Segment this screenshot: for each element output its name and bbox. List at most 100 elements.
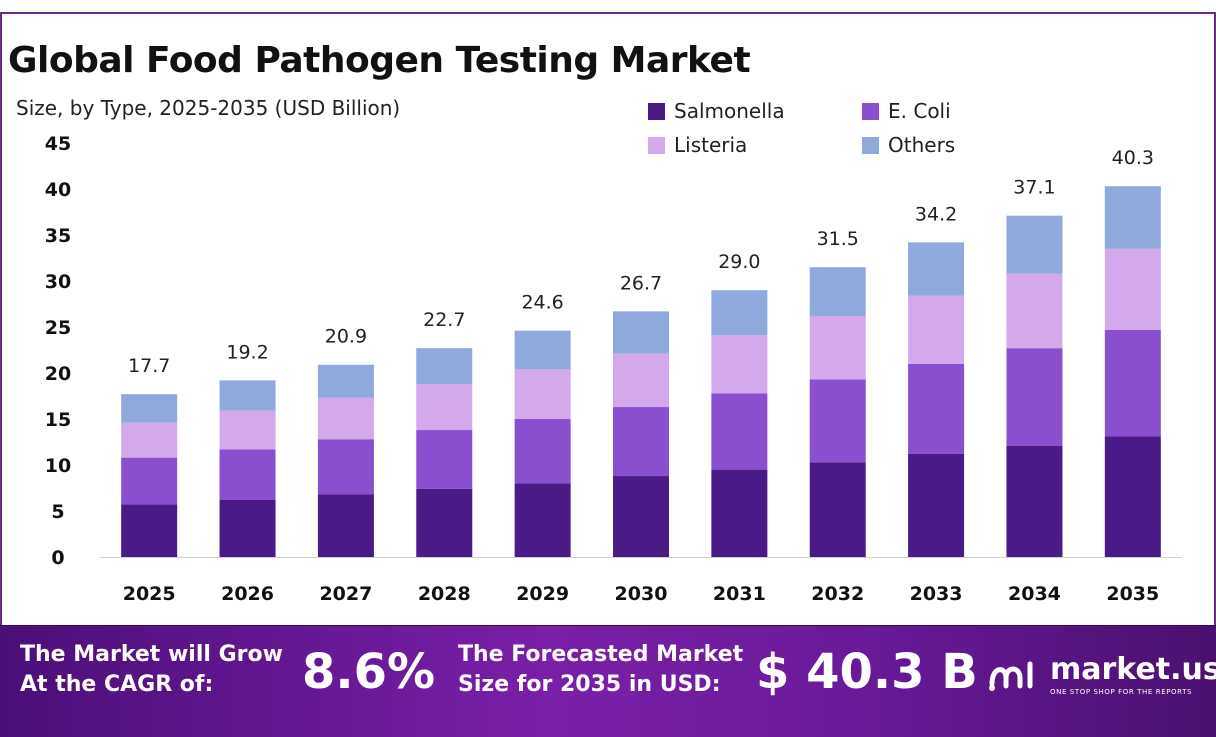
total-label-2035: 40.3 — [1112, 147, 1154, 169]
x-tick-label-2034: 2034 — [1008, 583, 1061, 605]
total-label-2034: 37.1 — [1013, 177, 1055, 199]
cagr-label-line1: The Market will Grow — [20, 642, 283, 667]
total-label-2027: 20.9 — [325, 326, 367, 348]
bar-segment-e-coli-2031 — [711, 393, 768, 470]
legend-label: E. Coli — [888, 99, 951, 123]
x-tick-label-2029: 2029 — [516, 583, 569, 605]
brand-tagline: ONE STOP SHOP FOR THE REPORTS — [1050, 688, 1193, 696]
x-tick-label-2030: 2030 — [615, 583, 668, 605]
legend-item-e-coli: E. Coli — [862, 98, 951, 124]
x-tick-label-2035: 2035 — [1106, 583, 1159, 605]
total-label-2030: 26.7 — [620, 272, 662, 294]
bar-segment-listeria-2028 — [416, 384, 473, 431]
cagr-value: 8.6% — [302, 644, 436, 700]
bar-segment-listeria-2025 — [121, 422, 178, 458]
legend-label: Listeria — [674, 133, 748, 157]
total-label-2025: 17.7 — [128, 355, 170, 377]
legend-swatch-e-coli — [862, 102, 879, 120]
y-tick-label: 5 — [51, 501, 64, 523]
y-tick-label: 0 — [51, 547, 64, 569]
legend-item-salmonella: Salmonella — [648, 98, 785, 124]
bar-segment-salmonella-2030 — [613, 476, 669, 557]
y-tick-label: 30 — [45, 271, 71, 293]
y-tick-label: 10 — [45, 455, 71, 477]
bar-segment-others-2032 — [809, 267, 866, 316]
bar-segment-others-2034 — [1006, 215, 1063, 274]
bar-segment-salmonella-2026 — [219, 499, 276, 557]
forecast-value: $ 40.3 B — [756, 644, 978, 700]
bar-segment-others-2025 — [121, 394, 178, 423]
bar-segment-e-coli-2035 — [1104, 329, 1161, 437]
bar-segment-others-2031 — [711, 290, 768, 336]
brand-logo: market.us ONE STOP SHOP FOR THE REPORTS — [988, 654, 1216, 696]
brand-name: market.us — [1050, 652, 1216, 687]
cagr-label: The Market will Grow At the CAGR of: — [20, 640, 283, 700]
total-label-2026: 19.2 — [226, 341, 268, 363]
bar-segment-salmonella-2033 — [908, 453, 965, 557]
bar-segment-listeria-2034 — [1006, 273, 1063, 349]
y-tick-label: 35 — [45, 225, 71, 247]
bar-segment-salmonella-2035 — [1104, 436, 1161, 557]
total-label-2033: 34.2 — [915, 203, 957, 225]
legend-swatch-others — [862, 136, 879, 154]
legend-label: Salmonella — [674, 99, 785, 123]
x-tick-label-2025: 2025 — [123, 583, 176, 605]
bar-segment-listeria-2026 — [219, 410, 276, 450]
bar-segment-listeria-2027 — [317, 397, 374, 440]
bar-segment-others-2026 — [219, 380, 276, 411]
forecast-label: The Forecasted Market Size for 2035 in U… — [458, 640, 743, 700]
footer-banner: The Market will Grow At the CAGR of: 8.6… — [0, 625, 1216, 737]
bar-segment-others-2033 — [908, 242, 965, 296]
y-tick-label: 15 — [45, 409, 71, 431]
x-tick-label-2031: 2031 — [713, 583, 766, 605]
bar-segment-salmonella-2034 — [1006, 445, 1063, 557]
bar-segment-others-2028 — [416, 348, 473, 385]
bar-segment-salmonella-2025 — [121, 504, 178, 557]
y-tick-label: 45 — [45, 133, 71, 155]
total-label-2032: 31.5 — [817, 228, 859, 250]
cagr-label-line2: At the CAGR of: — [20, 672, 214, 697]
bar-segment-e-coli-2034 — [1006, 348, 1063, 446]
bar-segment-e-coli-2027 — [317, 439, 374, 495]
bar-segment-e-coli-2032 — [809, 379, 866, 463]
bar-segment-listeria-2033 — [908, 295, 965, 364]
y-tick-label: 25 — [45, 317, 71, 339]
forecast-label-line1: The Forecasted Market — [458, 642, 744, 667]
brand-text: market.us ONE STOP SHOP FOR THE REPORTS — [1050, 652, 1216, 697]
bar-segment-others-2029 — [514, 330, 571, 370]
bar-segment-listeria-2031 — [711, 335, 768, 394]
x-tick-label-2026: 2026 — [221, 583, 274, 605]
bar-segment-salmonella-2031 — [711, 469, 768, 557]
y-tick-label: 40 — [45, 179, 71, 201]
chart-subtitle: Size, by Type, 2025-2035 (USD Billion) — [16, 96, 401, 120]
bar-segment-e-coli-2029 — [514, 419, 571, 484]
chart-title: Global Food Pathogen Testing Market — [8, 40, 751, 81]
bar-segment-salmonella-2027 — [317, 494, 374, 557]
market-us-logo-icon — [989, 661, 1033, 691]
total-label-2029: 24.6 — [521, 292, 563, 314]
x-tick-label-2032: 2032 — [811, 583, 864, 605]
stacked-bar-chart: 05101520253035404517.7202519.2202620.920… — [45, 133, 1182, 605]
forecast-label-line2: Size for 2035 in USD: — [458, 672, 721, 697]
bar-segment-others-2030 — [613, 311, 669, 354]
x-tick-label-2033: 2033 — [910, 583, 963, 605]
bar-segment-e-coli-2030 — [613, 407, 669, 477]
legend-item-others: Others — [862, 132, 955, 158]
bar-segment-others-2027 — [317, 364, 374, 398]
bar-segment-e-coli-2033 — [908, 363, 965, 454]
x-tick-label-2028: 2028 — [418, 583, 471, 605]
bar-segment-listeria-2035 — [1104, 248, 1161, 330]
bar-segment-e-coli-2028 — [416, 430, 473, 489]
bar-segment-listeria-2030 — [613, 353, 669, 408]
total-label-2031: 29.0 — [718, 251, 760, 273]
legend-swatch-salmonella — [648, 102, 665, 120]
bar-segment-salmonella-2032 — [809, 462, 866, 557]
bar-segment-salmonella-2028 — [416, 488, 473, 557]
bar-segment-salmonella-2029 — [514, 483, 571, 557]
bar-segment-listeria-2032 — [809, 315, 866, 380]
legend-label: Others — [888, 133, 956, 157]
bar-segment-e-coli-2025 — [121, 457, 178, 505]
bar-segment-e-coli-2026 — [219, 449, 276, 500]
legend-swatch-listeria — [648, 136, 665, 154]
bar-segment-others-2035 — [1104, 186, 1161, 249]
